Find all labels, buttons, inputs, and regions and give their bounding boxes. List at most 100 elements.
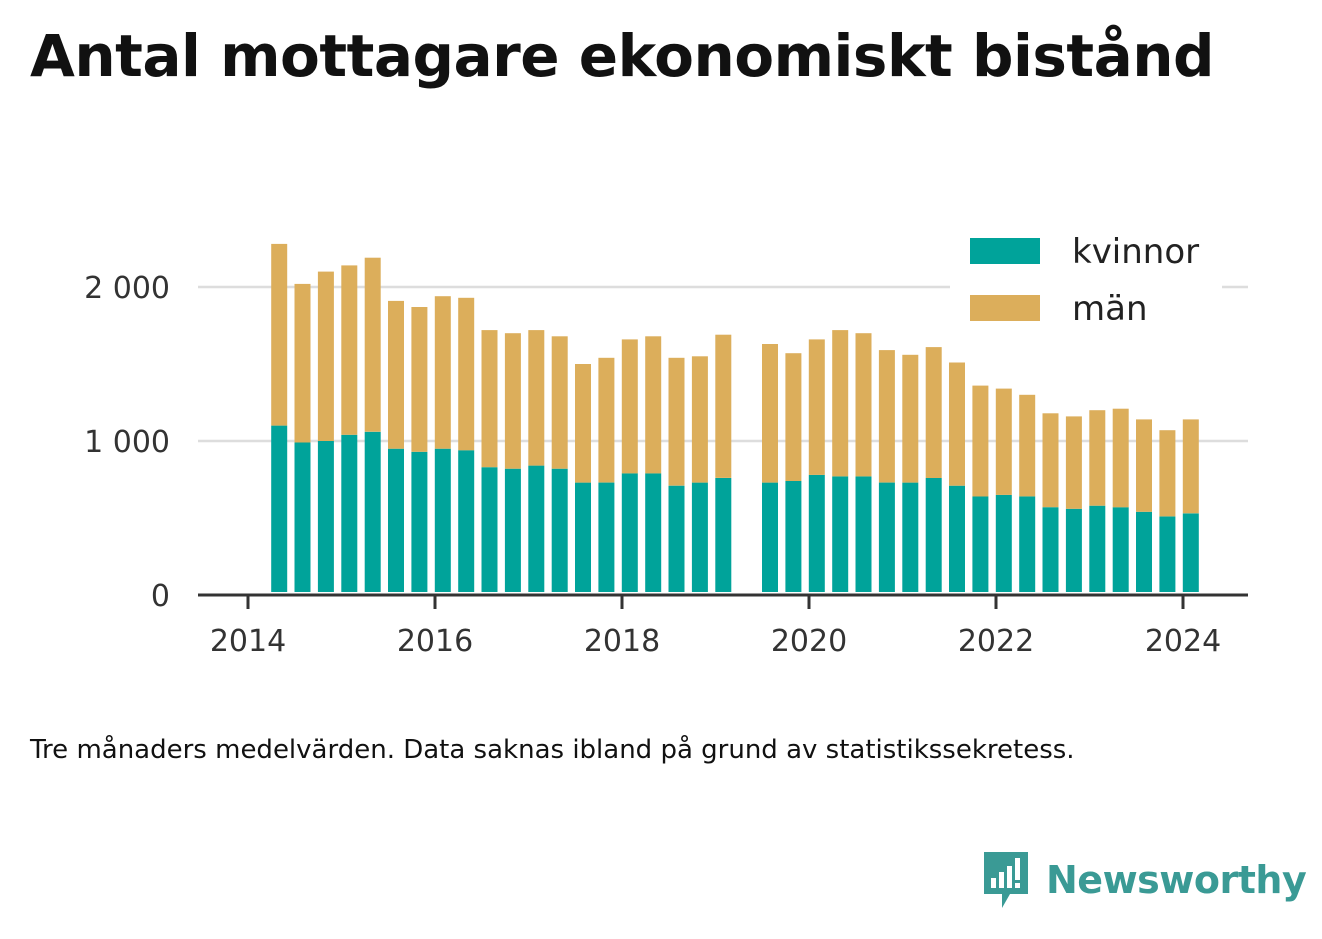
- bar-man: [645, 336, 662, 474]
- bars: [271, 243, 1199, 592]
- x-tick-label: 2024: [1145, 624, 1221, 659]
- bar-man: [762, 344, 778, 483]
- bar-man: [832, 330, 849, 477]
- bar-man: [434, 296, 451, 449]
- bar-man: [949, 362, 965, 486]
- bar-man: [1136, 419, 1152, 512]
- bar-man: [598, 357, 615, 483]
- bar-kvinnor: [621, 473, 638, 592]
- bar-kvinnor: [1042, 507, 1059, 592]
- bar-kvinnor: [855, 476, 872, 592]
- bar-man: [995, 388, 1012, 495]
- bar-man: [388, 300, 404, 449]
- x-tick-label: 2020: [771, 624, 847, 659]
- bar-kvinnor: [645, 473, 662, 592]
- bar-kvinnor: [949, 485, 965, 592]
- bar-kvinnor: [317, 441, 334, 592]
- bar-kvinnor: [1159, 516, 1176, 592]
- bar-kvinnor: [1182, 513, 1199, 592]
- bar-man: [1065, 416, 1082, 509]
- bar-kvinnor: [832, 476, 849, 592]
- bar-kvinnor: [691, 482, 708, 592]
- bar-man: [364, 257, 381, 432]
- legend: kvinnor män: [950, 225, 1222, 337]
- bar-kvinnor: [528, 465, 545, 592]
- bar-man: [1019, 394, 1036, 497]
- bar-kvinnor: [481, 467, 498, 592]
- bar-man: [668, 357, 685, 486]
- bar-man: [1182, 419, 1199, 514]
- bar-man: [925, 347, 942, 478]
- bar-man: [504, 333, 521, 469]
- bar-man: [271, 243, 288, 426]
- bar-kvinnor: [995, 494, 1012, 592]
- bar-man: [902, 354, 919, 483]
- bar-kvinnor: [458, 450, 475, 592]
- bar-man: [691, 356, 708, 483]
- y-tick-label: 1 000: [84, 425, 170, 460]
- legend-swatch-kvinnor: [970, 238, 1040, 264]
- bar-man: [528, 330, 545, 466]
- bar-kvinnor: [294, 442, 311, 592]
- bar-man: [878, 350, 895, 483]
- bar-kvinnor: [575, 482, 591, 592]
- bar-kvinnor: [785, 481, 802, 592]
- stacked-bar-chart: 0 1 000 2 000 2014 2016 2018 2020 2022 2024 kvin…: [84, 225, 1248, 659]
- bar-kvinnor: [1112, 507, 1129, 592]
- bar-kvinnor: [1136, 511, 1152, 592]
- x-tick-label: 2018: [584, 624, 660, 659]
- bar-man: [715, 334, 732, 478]
- brand-name: Newsworthy: [1046, 858, 1307, 902]
- newsworthy-logo-icon: [984, 852, 1028, 908]
- bar-kvinnor: [341, 434, 358, 592]
- bar-kvinnor: [434, 448, 451, 592]
- bar-kvinnor: [762, 482, 778, 592]
- footnote: Tre månaders medelvärden. Data saknas ib…: [30, 735, 1075, 765]
- bar-kvinnor: [411, 451, 428, 592]
- y-tick-label: 2 000: [84, 271, 170, 306]
- bar-kvinnor: [902, 482, 919, 592]
- bar-kvinnor: [388, 448, 404, 592]
- bar-man: [481, 330, 498, 468]
- bar-man: [317, 271, 334, 441]
- bar-kvinnor: [1089, 505, 1106, 592]
- bar-man: [1042, 413, 1059, 508]
- bar-kvinnor: [715, 478, 732, 592]
- bar-man: [458, 297, 475, 451]
- bar-kvinnor: [364, 431, 381, 592]
- bar-man: [551, 336, 568, 469]
- bar-kvinnor: [1065, 508, 1082, 592]
- bar-man: [855, 333, 872, 477]
- legend-label-man: män: [1072, 289, 1148, 329]
- legend-label-kvinnor: kvinnor: [1072, 232, 1199, 272]
- x-tick-label: 2022: [958, 624, 1034, 659]
- bar-kvinnor: [972, 496, 989, 592]
- bar-kvinnor: [1019, 496, 1036, 592]
- bar-kvinnor: [808, 474, 825, 592]
- bar-man: [341, 265, 358, 435]
- bar-kvinnor: [925, 478, 942, 592]
- bar-man: [621, 339, 638, 474]
- bar-man: [972, 385, 989, 497]
- bar-man: [575, 364, 591, 483]
- y-tick-label: 0: [151, 579, 170, 614]
- legend-swatch-man: [970, 295, 1040, 321]
- bar-man: [808, 339, 825, 475]
- bar-kvinnor: [598, 482, 615, 592]
- bar-kvinnor: [878, 482, 895, 592]
- bar-man: [1089, 410, 1106, 506]
- bar-man: [1112, 408, 1129, 508]
- bar-man: [294, 283, 311, 443]
- bar-man: [411, 307, 428, 452]
- bar-man: [785, 353, 802, 481]
- chart-title: Antal mottagare ekonomiskt bistånd: [30, 22, 1215, 90]
- x-tick-label: 2016: [397, 624, 473, 659]
- axes: 0 1 000 2 000 2014 2016 2018 2020 2022 2024: [84, 271, 1248, 659]
- brand: Newsworthy: [980, 850, 1307, 910]
- bar-kvinnor: [271, 425, 288, 592]
- x-tick-label: 2014: [210, 624, 286, 659]
- bar-kvinnor: [668, 485, 685, 592]
- bar-kvinnor: [504, 468, 521, 592]
- bar-kvinnor: [551, 468, 568, 592]
- bar-man: [1159, 430, 1176, 517]
